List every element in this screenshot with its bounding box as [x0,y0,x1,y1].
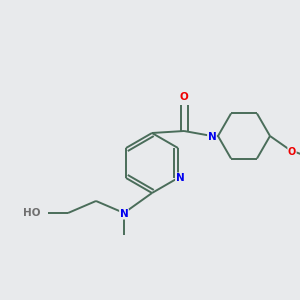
Text: O: O [180,92,188,102]
Text: O: O [288,147,296,157]
Text: N: N [120,209,128,219]
Text: HO: HO [22,208,40,218]
Text: N: N [208,132,216,142]
Text: N: N [176,173,184,183]
